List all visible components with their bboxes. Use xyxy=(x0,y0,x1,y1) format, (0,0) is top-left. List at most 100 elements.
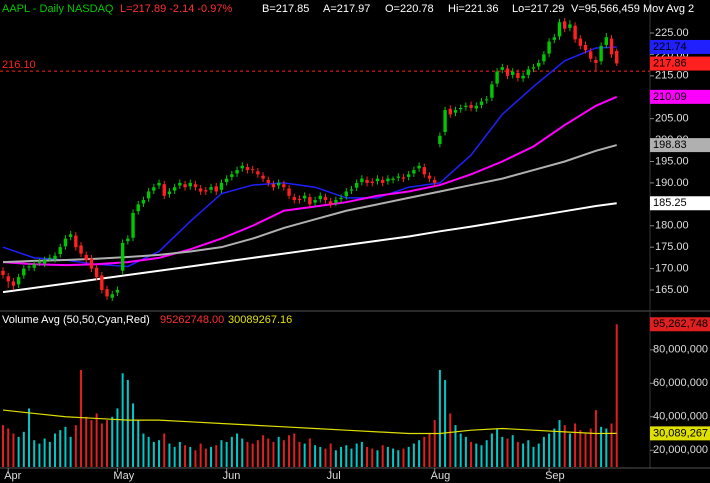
candle-body xyxy=(412,170,416,174)
volume-y-tick-label: 40,000,000 xyxy=(653,411,708,423)
candle-body xyxy=(479,101,484,105)
candle-body xyxy=(162,184,166,196)
volume-bar xyxy=(428,433,431,467)
candle-body xyxy=(604,37,609,45)
candle-body xyxy=(500,67,504,70)
volume-bar xyxy=(454,425,457,467)
candle-body xyxy=(68,234,73,237)
volume-bar xyxy=(64,426,67,467)
volume-bar xyxy=(173,446,176,467)
candle-body xyxy=(157,182,161,186)
ma-tag-label: 198.83 xyxy=(653,139,687,151)
volume-bar xyxy=(262,435,265,467)
y-tick-label: 165.00 xyxy=(655,284,689,296)
candle-body xyxy=(510,71,515,75)
price-tag xyxy=(650,56,710,71)
y-tick-label: 205.00 xyxy=(655,113,689,125)
candle-body xyxy=(16,277,21,285)
volume-bar xyxy=(22,431,25,467)
candle-body xyxy=(136,204,140,212)
candle-body xyxy=(22,268,26,276)
volume-bar xyxy=(210,446,213,467)
candle-body xyxy=(48,257,52,259)
x-tick-label: Aug xyxy=(431,470,451,482)
candle-body xyxy=(224,178,229,183)
volume-title: Volume Avg (50,50,Cyan,Red) xyxy=(2,314,150,326)
candle-body xyxy=(84,254,88,261)
quote-field: Mov Avg 2 xyxy=(643,3,694,15)
volume-bar xyxy=(480,445,483,467)
candle-body xyxy=(318,195,322,200)
volume-bar xyxy=(418,440,421,467)
volume-y-tick-label: 60,000,000 xyxy=(653,377,708,389)
candle-body xyxy=(370,181,374,183)
candle-body xyxy=(282,184,286,188)
candle-body xyxy=(469,104,473,108)
volume-bar xyxy=(204,448,207,467)
candle-body xyxy=(438,135,442,144)
candle-body xyxy=(344,191,348,197)
candle-body xyxy=(464,105,468,108)
candle-body xyxy=(308,197,312,205)
volume-bar xyxy=(54,433,57,467)
volume-bar xyxy=(246,441,249,467)
candle-body xyxy=(250,169,255,171)
volume-bar xyxy=(574,423,577,467)
candle-body xyxy=(313,200,317,203)
volume-bar xyxy=(85,416,88,467)
moving-average-line xyxy=(2,46,617,268)
volume-bar xyxy=(444,379,447,467)
candle-body xyxy=(328,201,333,205)
x-tick-label: Apr xyxy=(4,470,21,482)
candle-body xyxy=(583,44,588,51)
candle-body xyxy=(599,45,603,62)
volume-bar xyxy=(168,443,171,467)
volume-bar xyxy=(490,433,493,467)
volume-bar xyxy=(137,420,140,467)
volume-bar xyxy=(496,428,499,467)
volume-bar xyxy=(605,428,608,467)
volume-bar xyxy=(407,446,410,467)
candle-body xyxy=(266,179,270,183)
volume-bar xyxy=(59,430,62,467)
ma-tag-label: 185.25 xyxy=(653,197,687,209)
ma-tag xyxy=(650,138,710,153)
candle-body xyxy=(110,294,114,298)
volume-average-line xyxy=(2,409,617,435)
candle-body xyxy=(406,174,411,177)
y-tick-label: 190.00 xyxy=(655,177,689,189)
candle-body xyxy=(547,41,551,54)
chart-title: AAPL - Daily NASDAQ xyxy=(2,3,114,15)
candle-body xyxy=(448,108,452,115)
volume-bar xyxy=(402,448,405,467)
volume-bar xyxy=(163,433,166,467)
candle-body xyxy=(432,179,437,183)
candle-body xyxy=(453,110,458,113)
candle-body xyxy=(474,105,478,109)
candle-body xyxy=(443,110,447,132)
candle-body xyxy=(193,184,198,188)
volume-bar xyxy=(178,441,181,467)
volume-bar xyxy=(236,433,239,467)
x-tick-label: May xyxy=(113,470,134,482)
candle-body xyxy=(152,187,156,191)
candle-body xyxy=(375,178,380,182)
candle-body xyxy=(568,24,572,28)
volume-bar xyxy=(38,443,41,467)
candle-body xyxy=(63,238,68,247)
candle-body xyxy=(360,178,364,183)
volume-bar xyxy=(189,446,192,467)
candle-body xyxy=(219,182,224,190)
candle-body xyxy=(11,281,16,286)
candle-body xyxy=(557,22,562,37)
candle-body xyxy=(261,175,265,179)
volume-bar xyxy=(610,423,613,467)
candle-body xyxy=(126,238,130,242)
volume-bar xyxy=(464,436,467,467)
volume-bar xyxy=(522,443,525,467)
candle-body xyxy=(615,51,619,64)
volume-bar xyxy=(579,430,582,467)
candle-body xyxy=(198,188,203,192)
candle-body xyxy=(386,178,390,182)
volume-bar xyxy=(511,435,514,467)
